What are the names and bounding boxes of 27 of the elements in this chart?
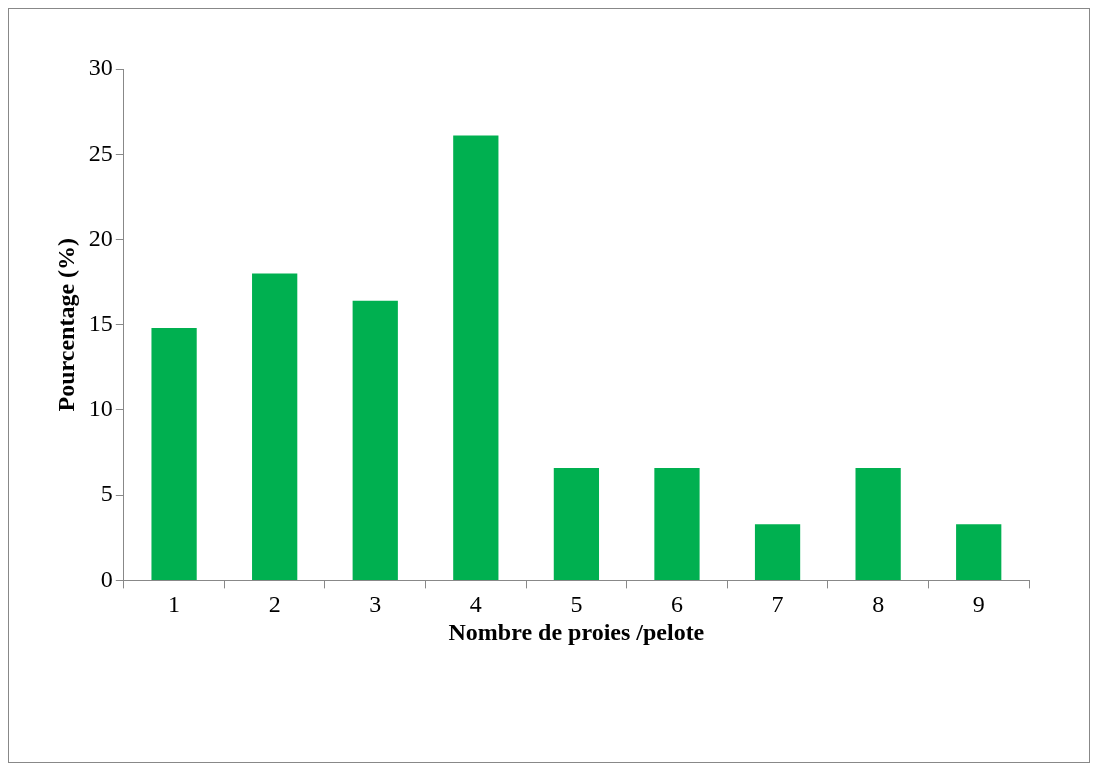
y-tick-label: 10 (88, 395, 113, 422)
bar (553, 467, 600, 580)
y-tick-label: 15 (88, 310, 113, 336)
y-tick-label: 20 (88, 224, 113, 251)
bar (956, 524, 1002, 580)
x-tick-label: 8 (872, 591, 885, 618)
x-tick-label: 3 (369, 591, 382, 618)
x-tick-label: 9 (972, 591, 985, 618)
x-tick-label: 4 (469, 591, 482, 618)
bar (352, 300, 398, 580)
x-tick-label: 5 (570, 591, 583, 618)
x-tick-label: 1 (168, 591, 181, 618)
y-axis-title: Pourcentage (%) (52, 237, 79, 412)
bar (453, 135, 499, 580)
bar (855, 467, 901, 580)
x-tick-label: 2 (268, 591, 281, 618)
x-tick-label: 6 (670, 591, 683, 618)
y-tick-label: 0 (100, 565, 113, 592)
x-tick-label: 7 (771, 591, 784, 618)
y-tick-label: 30 (88, 54, 113, 81)
y-tick-label: 5 (100, 480, 113, 507)
bar (151, 328, 197, 580)
bar (754, 524, 801, 580)
x-axis-title: Nombre de proies /pelote (448, 618, 705, 645)
bar (654, 467, 700, 580)
bar (252, 273, 298, 580)
y-tick-label: 25 (88, 139, 113, 166)
